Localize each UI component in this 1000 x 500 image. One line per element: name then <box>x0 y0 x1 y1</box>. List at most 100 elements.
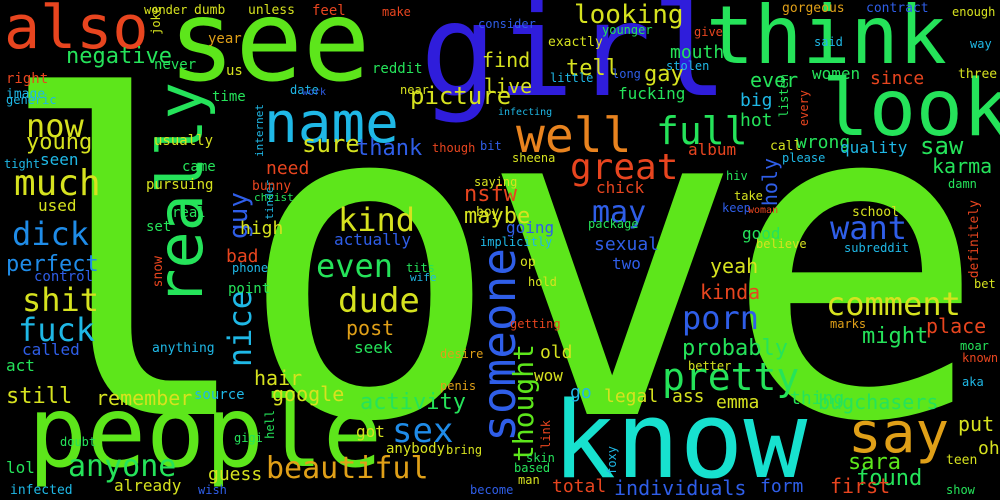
cloud-word: dick <box>12 215 90 253</box>
cloud-word: got <box>356 422 385 441</box>
cloud-word: perfect <box>6 252 99 277</box>
cloud-word: consider <box>478 17 536 31</box>
cloud-word: subreddit <box>844 241 910 255</box>
cloud-word: picture <box>410 82 512 110</box>
cloud-word: doubt <box>60 435 97 449</box>
cloud-word: better <box>688 359 732 373</box>
cloud-word: definitely <box>967 200 982 279</box>
cloud-word: find <box>482 48 531 72</box>
cloud-word: time <box>212 89 246 105</box>
cloud-word: gigi <box>234 431 263 445</box>
cloud-word: anybody <box>386 441 446 457</box>
cloud-word: infected <box>10 483 73 498</box>
cloud-word: big <box>740 90 773 111</box>
cloud-word: anyone <box>68 449 177 484</box>
cloud-word: seen <box>40 150 79 169</box>
cloud-word: sheena <box>512 151 556 165</box>
cloud-word: total <box>552 476 607 497</box>
cloud-word: album <box>688 140 737 159</box>
cloud-word: used <box>38 196 77 215</box>
cloud-word: younger <box>602 23 653 37</box>
cloud-word: exactly <box>548 35 603 50</box>
cloud-word: known <box>962 351 999 365</box>
cloud-word: quality <box>840 138 908 157</box>
cloud-word: hiv <box>726 169 748 183</box>
cloud-word: bet <box>974 277 996 291</box>
cloud-word: link <box>539 420 553 449</box>
cloud-word: phone <box>232 261 269 275</box>
cloud-word: two <box>612 254 641 273</box>
cloud-word: legal <box>604 386 659 407</box>
cloud-word: individuals <box>614 476 747 500</box>
cloud-word: hell <box>263 410 277 439</box>
cloud-word: right <box>6 71 49 87</box>
cloud-word: tight <box>4 157 41 171</box>
cloud-word: see <box>168 0 371 107</box>
cloud-word: moar <box>960 339 989 353</box>
cloud-word: contract <box>866 1 929 16</box>
cloud-word: little <box>550 71 594 85</box>
cloud-word: negative <box>66 44 172 69</box>
cloud-word: called <box>22 340 80 359</box>
cloud-word: real <box>172 205 206 221</box>
cloud-word: internet <box>253 104 266 157</box>
cloud-word: already <box>114 476 182 495</box>
cloud-word: damn <box>948 177 977 191</box>
cloud-word: call <box>770 139 802 154</box>
cloud-word: listen <box>777 74 791 118</box>
cloud-word: gorgeous <box>782 1 845 16</box>
cloud-word: point <box>228 281 271 297</box>
cloud-word: love <box>0 6 988 500</box>
cloud-word: probably <box>682 336 788 361</box>
cloud-word: hold <box>528 275 557 289</box>
cloud-word: getting <box>510 317 561 331</box>
cloud-word: skin <box>526 451 555 465</box>
cloud-word: saying <box>474 175 518 189</box>
cloud-word: might <box>862 324 929 349</box>
cloud-word: people <box>28 376 383 490</box>
cloud-word: guess <box>208 464 263 485</box>
cloud-word: activity <box>360 390 466 415</box>
cloud-word: wow <box>534 366 563 385</box>
cloud-word: aka <box>962 375 984 389</box>
cloud-word: date <box>290 83 319 97</box>
cloud-word: boy <box>476 205 500 220</box>
cloud-word: going <box>506 218 555 237</box>
cloud-word: think <box>706 0 947 82</box>
cloud-word: great <box>570 147 679 188</box>
cloud-word: mouth <box>670 42 725 63</box>
cloud-word: fucking <box>618 84 686 103</box>
cloud-word: chick <box>596 178 645 197</box>
cloud-word: reddit <box>372 61 423 77</box>
cloud-word: kind <box>338 201 416 239</box>
cloud-word: still <box>6 384 73 409</box>
cloud-word: act <box>6 356 35 375</box>
cloud-word: thing <box>790 388 845 409</box>
cloud-word: school <box>852 205 899 220</box>
cloud-word: sexual <box>594 234 660 255</box>
cloud-word: package <box>588 217 639 231</box>
cloud-word: wonder <box>144 3 188 17</box>
cloud-word: control <box>34 269 94 285</box>
cloud-word: fuck <box>18 311 96 349</box>
cloud-word: ass <box>672 386 705 407</box>
cloud-word: want <box>830 209 908 247</box>
cloud-word: high <box>240 218 284 239</box>
cloud-word: ever <box>750 68 799 92</box>
cloud-word: please <box>782 151 826 165</box>
cloud-word: nice <box>221 290 259 368</box>
cloud-word: make <box>382 5 411 19</box>
cloud-word: oh <box>978 438 1000 459</box>
cloud-word: porn <box>682 299 760 337</box>
cloud-word: tell <box>566 56 619 81</box>
cloud-word: kinda <box>700 280 761 304</box>
cloud-word: tits <box>406 261 435 275</box>
cloud-word: women <box>812 64 861 83</box>
cloud-word: good <box>742 224 781 243</box>
cloud-word: girl <box>420 0 729 126</box>
cloud-word: become <box>470 483 514 497</box>
cloud-word: saw <box>920 132 964 160</box>
cloud-word: nsfw <box>464 182 517 207</box>
cloud-word: give <box>694 25 723 39</box>
cloud-word: thank <box>356 136 423 161</box>
